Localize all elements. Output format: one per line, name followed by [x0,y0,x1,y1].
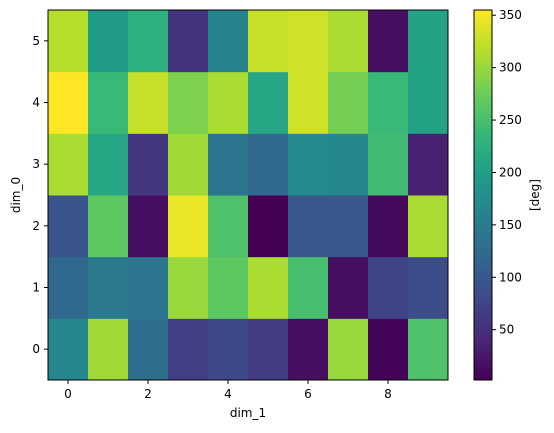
heatmap-cell [288,195,329,258]
heatmap-cell [408,71,449,134]
heatmap-cell [48,10,89,73]
heatmap-cell [168,256,209,319]
heatmap-cell [288,10,329,73]
heatmap-cell [408,10,449,73]
heatmap-cell [88,195,129,258]
y-tick-label: 5 [32,34,40,48]
y-tick-label: 3 [32,157,40,171]
y-tick-label: 1 [32,281,40,295]
y-tick-label: 4 [32,96,40,110]
heatmap-cell [368,256,409,319]
heatmap-cells [48,10,449,381]
heatmap-cell [128,256,169,319]
heatmap-cell [168,10,209,73]
heatmap-cell [248,133,289,196]
colorbar-label: [deg] [528,179,542,211]
heatmap-cell [128,195,169,258]
heatmap-cell [328,133,369,196]
heatmap-cell [408,256,449,319]
heatmap-cell [248,318,289,381]
heatmap-cell [128,10,169,73]
heatmap-cell [288,133,329,196]
heatmap-cell [328,195,369,258]
heatmap-cell [88,133,129,196]
y-axis-ticks: 0 1 2 3 4 5 [32,34,48,356]
heatmap-cell [208,318,249,381]
heatmap-cell [328,318,369,381]
heatmap-cell [288,256,329,319]
heatmap-cell [88,256,129,319]
y-axis-label: dim_0 [9,177,23,213]
heatmap-cell [248,195,289,258]
heatmap-cell [368,71,409,134]
heatmap-cell [328,10,369,73]
heatmap-cell [328,71,369,134]
heatmap-cell [168,195,209,258]
colorbar-ticks: 50 100 150 200 250 300 350 [492,8,522,337]
heatmap-cell [88,10,129,73]
heatmap-cell [408,318,449,381]
heatmap-cell [168,318,209,381]
colorbar-tick-label: 100 [499,270,522,284]
x-tick-label: 4 [224,387,232,401]
heatmap-cell [208,133,249,196]
colorbar-tick-label: 200 [499,165,522,179]
heatmap-cell [88,71,129,134]
x-tick-label: 6 [304,387,312,401]
heatmap-cell [48,318,89,381]
heatmap-cell [48,133,89,196]
colorbar [473,9,493,381]
heatmap-cell [88,318,129,381]
colorbar-tick-label: 250 [499,113,522,127]
heatmap-cell [248,71,289,134]
x-tick-label: 2 [144,387,152,401]
plot-frame [47,9,449,381]
heatmap-cell [208,195,249,258]
heatmap-cell [48,71,89,134]
colorbar-tick-label: 150 [499,218,522,232]
heatmap-cell [168,71,209,134]
x-axis-ticks: 0 2 4 6 8 [64,380,392,401]
heatmap-cell [288,318,329,381]
x-axis-label: dim_1 [230,406,266,420]
colorbar-tick-label: 300 [499,61,522,75]
heatmap-cell [288,71,329,134]
heatmap-cell [128,71,169,134]
heatmap-cell [368,195,409,258]
heatmap-cell [368,318,409,381]
colorbar-tick-label: 350 [499,8,522,22]
heatmap-cell [368,133,409,196]
heatmap-cell [408,195,449,258]
heatmap-cell [328,256,369,319]
heatmap-cell [408,133,449,196]
y-tick-label: 0 [32,342,40,356]
colorbar-tick-label: 50 [499,323,514,337]
heatmap-cell [128,318,169,381]
heatmap-cell [248,256,289,319]
x-tick-label: 0 [64,387,72,401]
heatmap-cell [168,133,209,196]
heatmap-cell [48,256,89,319]
heatmap-cell [208,71,249,134]
heatmap-cell [208,256,249,319]
y-tick-label: 2 [32,219,40,233]
heatmap-cell [208,10,249,73]
heatmap-cell [368,10,409,73]
heatmap-cell [128,133,169,196]
heatmap-cell [48,195,89,258]
heatmap-cell [248,10,289,73]
x-tick-label: 8 [384,387,392,401]
